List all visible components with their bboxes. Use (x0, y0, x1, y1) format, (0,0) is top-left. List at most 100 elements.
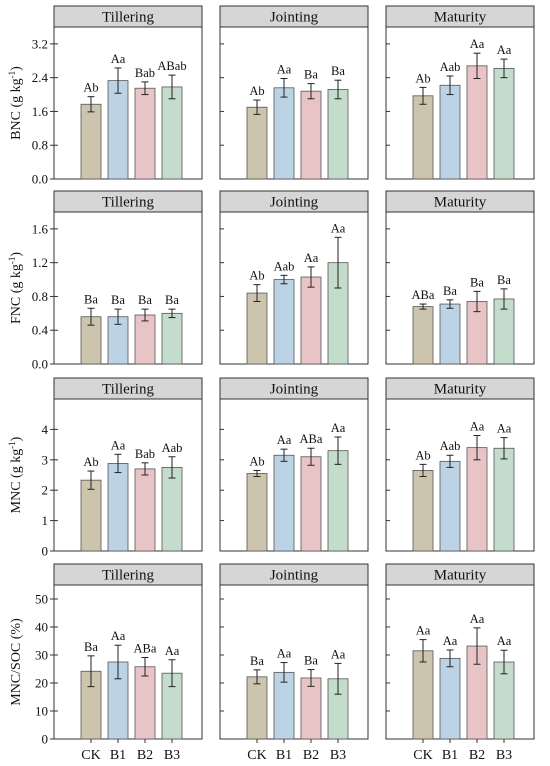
panel-maturity-row-2: Maturity ABa Ba Ba Ba (385, 190, 535, 365)
y-tick-label: 40 (35, 620, 48, 635)
bar-b3 (161, 466, 183, 552)
y-axis-label-main: MNC/SOC (%) (9, 618, 24, 706)
panel-tillering-row-1: Tillering 0.0 0.8 1.6 2.4 3.2 Ab Aa Bab ABab (32, 5, 203, 187)
significance-letter-b2: Ba (138, 293, 152, 307)
panel-maturity-row-1: Maturity Ab Aab Aa Aa (385, 5, 535, 180)
x-tick-label-ck: CK (413, 748, 432, 763)
panel-tillering-row-4: Tillering 0 10 20 30 40 50 Ba CK Aa B1 ABa B2 Aa B3 (35, 563, 203, 763)
significance-letter-b2: Bab (135, 66, 155, 80)
panel-maturity-row-3: Maturity Ab Aab Aa Aa (385, 377, 535, 552)
chart-row-2: FNC (g kg-1) Tillering 0.0 0.4 0.8 1.2 1.6 Ba Ba… (7, 190, 535, 372)
significance-letter-b3: Aa (497, 43, 512, 57)
panel-maturity-row-4: Maturity Aa CK Aa B1 Aa B2 Aa B3 (385, 563, 535, 763)
significance-letter-b1: Aa (277, 63, 292, 77)
significance-letter-ck: Ab (83, 455, 98, 469)
x-tick-label-b3: B3 (496, 748, 512, 763)
x-tick-label-b2: B2 (469, 748, 485, 763)
y-axis-label-main: BNC (g kg (9, 78, 24, 139)
x-tick-label-ck: CK (81, 748, 100, 763)
significance-letter-b1: Aab (274, 259, 295, 273)
significance-letter-ck: Ba (84, 292, 98, 306)
significance-letter-b1: Aab (440, 60, 461, 74)
significance-letter-b1: Aa (277, 433, 292, 447)
y-tick-label: 0.0 (32, 172, 48, 187)
y-tick-label: 0 (42, 732, 49, 747)
x-tick-label-b1: B1 (442, 748, 458, 763)
y-tick-label: 1 (42, 513, 49, 528)
bar-b1 (273, 87, 295, 180)
panel-strip-label: Maturity (434, 10, 487, 26)
significance-letter-b2: Ba (304, 68, 318, 82)
y-tick-label: 2 (42, 483, 49, 498)
panel-strip-label: Tillering (102, 382, 154, 398)
bar-b1 (273, 279, 295, 365)
y-axis-label: FNC (g kg-1) (7, 252, 24, 324)
significance-letter-b2: Ba (470, 275, 484, 289)
bar-b1 (107, 463, 129, 552)
significance-letter-b3: Aa (331, 421, 346, 435)
significance-letter-ck: Aa (416, 624, 431, 638)
significance-letter-b1: Aa (111, 52, 126, 66)
panel-tillering-row-3: Tillering 0 1 2 3 4 Ab Aa Bab Aab (42, 377, 203, 559)
significance-letter-b2: Ba (304, 654, 318, 668)
significance-letter-b3: Aa (331, 647, 346, 661)
chart-row-1: BNC (g kg-1) Tillering 0.0 0.8 1.6 2.4 3.2 Ab Aa… (7, 5, 535, 187)
y-tick-label: 1.6 (32, 104, 49, 119)
significance-letter-b2: Aa (470, 612, 485, 626)
panel-jointing-row-3: Jointing Ab Aa ABa Aa (219, 377, 369, 552)
significance-letter-ck: Ba (84, 640, 98, 654)
bar-b2 (300, 456, 322, 552)
significance-letter-b2: Aa (470, 37, 485, 51)
y-tick-label: 2.4 (32, 70, 49, 85)
panel-strip-label: Jointing (270, 382, 319, 398)
panel-tillering-row-2: Tillering 0.0 0.4 0.8 1.2 1.6 Ba Ba Ba Ba (32, 190, 203, 372)
significance-letter-b3: Aa (497, 422, 512, 436)
bar-b1 (107, 80, 129, 180)
y-tick-label: 0.0 (32, 357, 48, 372)
significance-letter-b3: Ba (331, 64, 345, 78)
y-tick-label: 10 (35, 704, 48, 719)
bar-b1 (439, 657, 461, 740)
x-tick-label-b3: B3 (164, 748, 180, 763)
bar-b2 (134, 87, 156, 180)
significance-letter-b3: Aa (331, 221, 346, 235)
bar-b1 (439, 84, 461, 180)
significance-letter-ck: Ab (415, 448, 430, 462)
significance-letter-b1: Aa (111, 438, 126, 452)
y-tick-label: 1.6 (32, 221, 49, 236)
bar-b1 (439, 460, 461, 552)
significance-letter-b2: Bab (135, 447, 155, 461)
bar-b2 (134, 468, 156, 552)
x-tick-label-ck: CK (247, 748, 266, 763)
significance-letter-ck: Ab (83, 81, 98, 95)
significance-letter-b1: Aa (277, 647, 292, 661)
y-tick-label: 3 (42, 452, 49, 467)
y-axis-label-close: ) (9, 436, 24, 441)
panel-strip-label: Jointing (270, 568, 319, 584)
bar-b3 (493, 67, 515, 180)
y-axis-label-superscript: -1 (7, 71, 17, 79)
x-tick-label-b1: B1 (110, 748, 126, 763)
bar-ck (80, 103, 102, 180)
y-tick-label: 0.4 (32, 323, 49, 338)
significance-letter-b1: Aa (443, 634, 458, 648)
bar-ck (246, 473, 268, 552)
significance-letter-ck: Ab (249, 84, 264, 98)
significance-letter-ck: Ab (249, 454, 264, 468)
x-tick-label-b2: B2 (303, 748, 319, 763)
significance-letter-b2: Aa (470, 419, 485, 433)
panel-jointing-row-4: Jointing Ba CK Aa B1 Ba B2 Aa B3 (219, 563, 369, 763)
panel-strip-label: Maturity (434, 568, 487, 584)
panel-strip-label: Tillering (102, 195, 154, 211)
y-axis-label: MNC (g kg-1) (7, 436, 24, 513)
y-tick-label: 4 (42, 422, 49, 437)
panel-strip-label: Maturity (434, 382, 487, 398)
y-axis-label-superscript: -1 (7, 257, 17, 265)
y-tick-label: 0 (42, 544, 49, 559)
bar-b2 (300, 90, 322, 180)
significance-letter-b2: Aa (304, 251, 319, 265)
y-tick-label: 0.8 (32, 289, 48, 304)
y-axis-label-main: MNC (g kg (9, 449, 24, 514)
y-axis-label-superscript: -1 (7, 441, 17, 449)
bar-b3 (493, 447, 515, 552)
